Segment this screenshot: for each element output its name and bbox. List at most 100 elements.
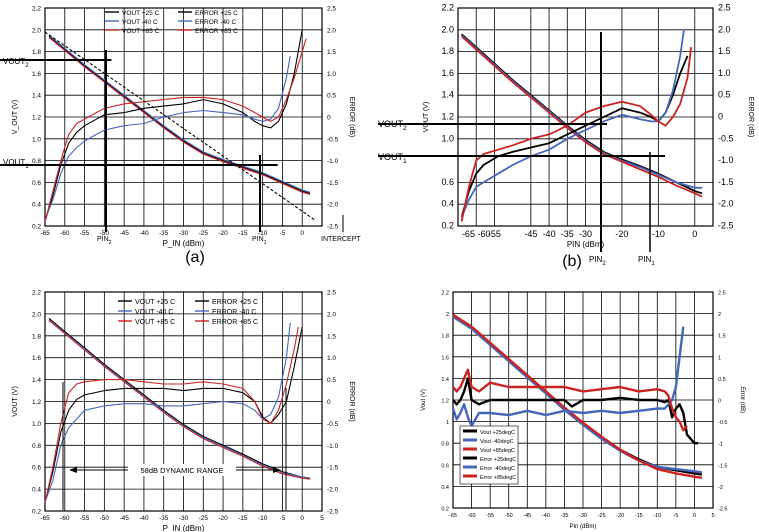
x-tick-label: -25 — [199, 515, 209, 522]
y2-tick-label: 0.5 — [327, 377, 336, 384]
y2-tick-label: -1.5 — [327, 465, 339, 472]
y2-tick-label: -2.0 — [718, 199, 734, 209]
x-tick-label: -15 — [635, 513, 643, 519]
y-tick-label: 1.8 — [32, 49, 41, 56]
y-tick-label: 1.2 — [32, 115, 41, 122]
series-line-error-25-c — [44, 326, 303, 503]
x-tick-label: -5 — [280, 515, 286, 522]
series-line-error-40-c — [460, 29, 685, 218]
series-line-error-25-c — [44, 29, 303, 222]
x-tick-label: -55 — [488, 229, 501, 239]
y2-tick-label: -1.0 — [327, 443, 339, 450]
x-tick-label: -45 — [524, 229, 537, 239]
y-tick-label: 1.0 — [32, 136, 41, 143]
annotations-c: 58dB DYNAMIC RANGE — [62, 382, 287, 510]
y-tick-label: 0.2 — [441, 221, 454, 231]
y2-tick-label: 1.5 — [327, 333, 336, 340]
y-tick-label: 0.2 — [32, 509, 41, 516]
y2-tick-label: 0.5 — [718, 90, 731, 100]
y2-tick-label: 2 — [718, 312, 721, 318]
series-line-error-85degc — [452, 368, 688, 432]
series-line-error-40-c — [44, 55, 291, 220]
x-tick-label: -20 — [615, 229, 628, 239]
series-line-vout-85-c — [48, 320, 311, 480]
y-tick-label: 0.2 — [32, 224, 41, 231]
x-tick-label: -5 — [673, 513, 678, 519]
legend-label: VOUT +85 C — [122, 28, 160, 35]
y-tick-label: 0.8 — [32, 158, 41, 165]
y-tick-label: 1 — [446, 420, 449, 426]
x-tick-label: -25 — [598, 513, 606, 519]
x-tick-label: -50 — [505, 513, 513, 519]
legend-label: VOUT +25 C — [135, 299, 175, 306]
y-tick-label: 2.0 — [32, 27, 41, 34]
y-tick-label: 0.2 — [441, 507, 449, 513]
series-line-error-25degc — [452, 377, 699, 445]
legend-label: ERROR -40 C — [212, 309, 256, 316]
y2-tick-label: 2.0 — [327, 311, 336, 318]
y2-tick-label: 0 — [718, 399, 721, 405]
y2-tick-label: 2.5 — [327, 6, 336, 13]
y2-tick-label: 1.0 — [327, 355, 336, 362]
x-tick-label: 0 — [300, 515, 304, 522]
series-line-error-40degc — [451, 326, 685, 428]
x-tick-label: -60 — [60, 230, 70, 237]
y2-tick-label: -2.0 — [327, 487, 339, 494]
y-axis-label: VOUT (V) — [12, 386, 19, 417]
y-tick-label: 2.0 — [441, 24, 454, 34]
y-tick-label: 1.0 — [32, 421, 41, 428]
pin2-label-b: PIN2 — [589, 255, 606, 267]
y-tick-label: 1.4 — [32, 377, 41, 384]
vout1-label-b: VOUT1 — [378, 152, 407, 165]
y2-tick-label: 1.5 — [718, 46, 731, 56]
x-tick-label: -35 — [561, 229, 574, 239]
legend-label: VOUT -40 C — [135, 309, 173, 316]
x-tick-label: -10 — [653, 513, 661, 519]
y2-tick-label: 2.0 — [718, 24, 731, 34]
y-tick-label: 0.8 — [32, 443, 41, 450]
y-tick-label: 1.4 — [441, 377, 449, 383]
series-line-vout-85degc — [452, 313, 703, 479]
x-tick-label: -10 — [258, 515, 268, 522]
y2-tick-label: -0.5 — [718, 420, 727, 426]
legend-label: Error +25degC — [480, 457, 516, 463]
legend-label: ERROR +85 C — [212, 319, 258, 326]
x-tick-label: -65 -60 — [462, 229, 491, 239]
x-tick-label: -55 — [80, 230, 90, 237]
y-tick-label: 0.6 — [441, 177, 454, 187]
series-line-vout-25-c — [461, 33, 703, 195]
y2-axis-label: ERROR (dB) — [747, 97, 754, 137]
series-line-vout-85-c — [460, 35, 703, 198]
y-tick-label: 2.0 — [32, 311, 41, 318]
series-line-vout-40degc — [452, 315, 703, 474]
y2-tick-label: 0.5 — [718, 377, 726, 383]
x-tick-label: -20 — [218, 515, 228, 522]
series-line-vout-25-c — [48, 35, 311, 194]
y-tick-label: 0.6 — [32, 180, 41, 187]
series-line-error-40-c — [44, 322, 291, 503]
y2-tick-label: -0.5 — [327, 136, 339, 143]
legend-label: VOUT +85 C — [135, 319, 175, 326]
y-axis-label: Vout (V) — [421, 389, 427, 411]
x-tick-label: -55 — [80, 515, 90, 522]
y-tick-label: 1.8 — [32, 333, 41, 340]
x-tick-label: -45 — [523, 513, 531, 519]
legend-label: VOUT +25 C — [122, 10, 160, 17]
y-tick-label: 2.2 — [32, 6, 41, 13]
y2-tick-label: -0.5 — [718, 133, 734, 143]
x-tick-label: -50 — [100, 515, 110, 522]
x-tick-label: -20 — [616, 513, 624, 519]
legend-label: Error +85degC — [480, 475, 516, 481]
series-line-vout-40-c — [48, 318, 311, 479]
y-tick-label: 1.2 — [32, 399, 41, 406]
y2-tick-label: -1.0 — [718, 155, 734, 165]
series-line-vout-85-c — [48, 36, 311, 195]
x-tick-label: -15 — [238, 515, 248, 522]
y2-tick-label: 2.5 — [718, 3, 731, 13]
x-tick-label: -35 — [159, 515, 169, 522]
x-tick-label: -30 — [179, 230, 189, 237]
legend-label: ERROR +25 C — [212, 299, 258, 306]
x-tick-label: -30 — [579, 513, 587, 519]
y-tick-label: 0.6 — [32, 465, 41, 472]
legend-label: ERROR +25 C — [195, 10, 238, 17]
